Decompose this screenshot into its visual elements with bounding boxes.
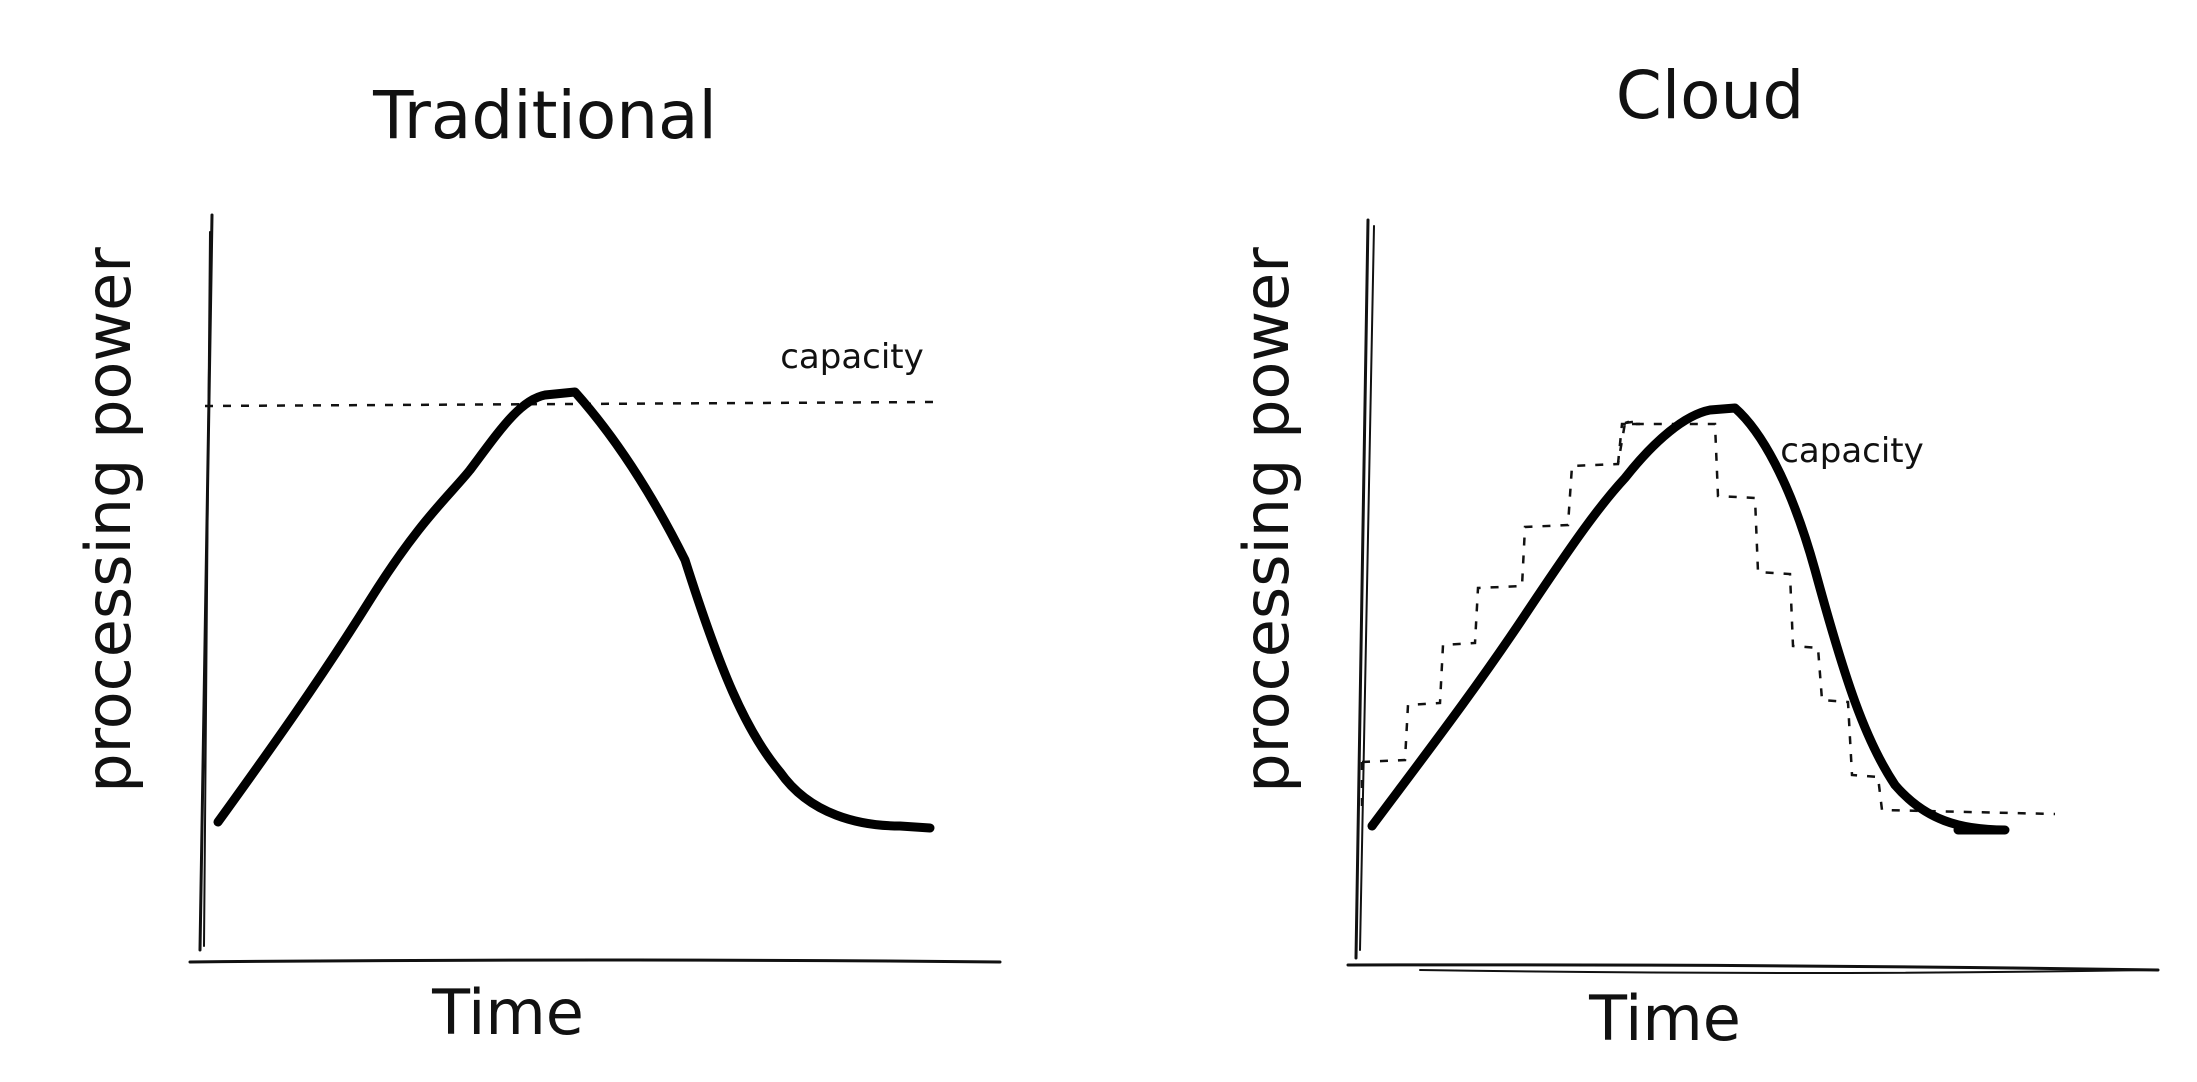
cloud-y-axis-sketch bbox=[1359, 225, 1375, 951]
traditional-panel: Traditional processing power Time capaci… bbox=[72, 77, 1002, 1049]
traditional-y-axis-label: processing power bbox=[72, 247, 145, 793]
cloud-x-axis bbox=[1346, 963, 2160, 972]
cloud-x-axis-sketch bbox=[1419, 969, 2151, 974]
cloud-panel: Cloud processing power Time capacity bbox=[1230, 57, 2160, 1055]
cloud-demand bbox=[1367, 403, 2010, 835]
cloud-capacity-line bbox=[1360, 420, 1640, 806]
cloud-capacity-steps bbox=[1616, 422, 2056, 816]
traditional-x-axis-label: Time bbox=[431, 976, 584, 1049]
cloud-title: Cloud bbox=[1616, 57, 1805, 134]
traditional-capacity-line bbox=[204, 400, 936, 408]
traditional-y-axis-sketch bbox=[203, 231, 211, 947]
cloud-x-axis-label: Time bbox=[1588, 982, 1741, 1055]
traditional-capacity-label: capacity bbox=[780, 337, 924, 377]
cloud-capacity-label: capacity bbox=[1780, 431, 1924, 471]
traditional-x-axis bbox=[188, 958, 1002, 964]
traditional-title: Traditional bbox=[372, 77, 717, 154]
traditional-demand bbox=[213, 387, 935, 833]
cloud-y-axis-label: processing power bbox=[1230, 247, 1303, 793]
cloud-y-axis bbox=[1354, 218, 1370, 960]
